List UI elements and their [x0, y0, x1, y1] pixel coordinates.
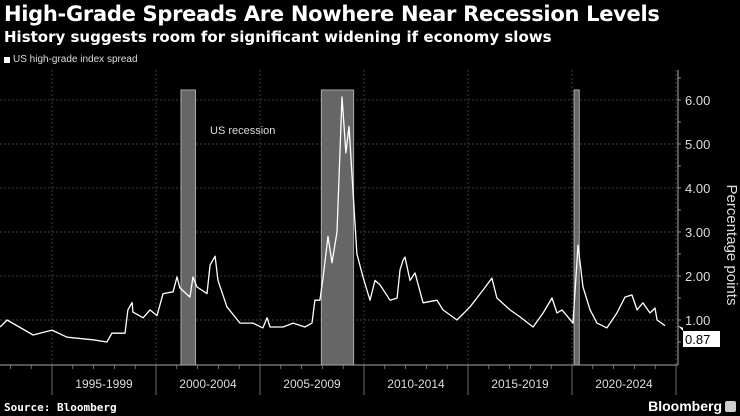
y-tick-label: 1.00	[685, 313, 710, 328]
last-value-label: 0.87	[685, 332, 710, 347]
y-tick-label: 4.00	[685, 181, 710, 196]
brand-name: Bloomberg	[648, 398, 722, 414]
last-value-badge	[678, 325, 720, 347]
brand-logo: Bloomberg	[648, 398, 736, 414]
x-tick-label: 2000-2004	[179, 377, 237, 391]
legend: US high-grade index spread	[4, 54, 138, 65]
chart-title: High-Grade Spreads Are Nowhere Near Rece…	[4, 2, 660, 26]
y-tick-label: 5.00	[685, 137, 710, 152]
spread-line	[0, 96, 666, 343]
legend-label: US high-grade index spread	[13, 54, 138, 65]
x-tick-label: 2005-2009	[283, 377, 341, 391]
chart-icon	[725, 400, 736, 412]
x-tick-label: 2010-2014	[387, 377, 445, 391]
recession-annotation: US recession	[210, 125, 275, 137]
legend-swatch	[4, 56, 10, 63]
y-tick-label: 6.00	[685, 93, 710, 108]
x-tick-label: 1995-1999	[75, 377, 133, 391]
y-tick-label: 2.00	[685, 269, 710, 284]
x-tick-label: 2015-2019	[491, 377, 549, 391]
x-tick-label: 2020-2024	[595, 377, 653, 391]
recession-band	[573, 89, 580, 366]
source-note: Source: Bloomberg	[4, 401, 117, 414]
recession-band	[180, 89, 197, 366]
y-tick-label: 3.00	[685, 225, 710, 240]
y-axis-label: Percentage points	[723, 185, 740, 306]
chart-subtitle: History suggests room for significant wi…	[4, 28, 552, 46]
